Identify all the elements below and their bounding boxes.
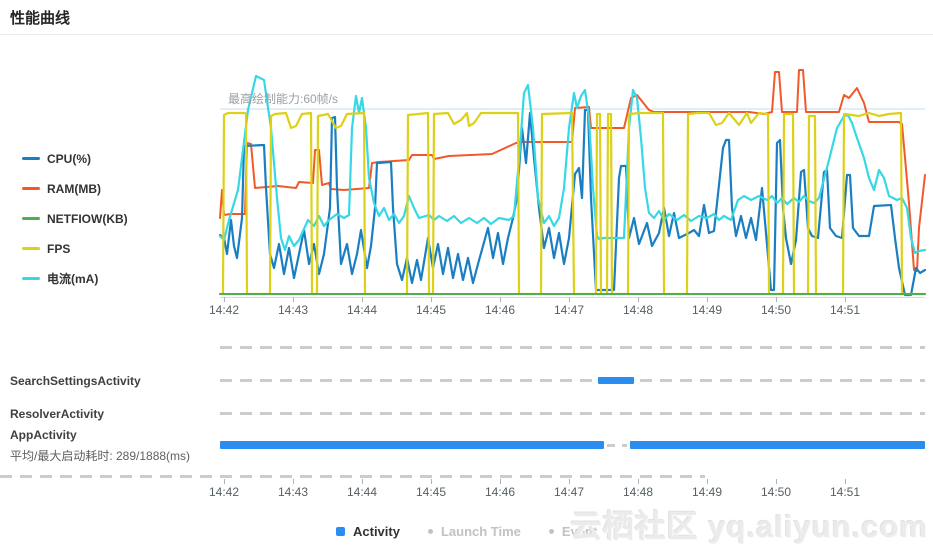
tick-mark bbox=[638, 479, 639, 484]
tick-mark bbox=[293, 479, 294, 484]
chart-baseline bbox=[220, 297, 925, 298]
tick-mark bbox=[776, 479, 777, 484]
tick-mark bbox=[224, 479, 225, 484]
tick-label: 14:49 bbox=[691, 485, 723, 499]
timeline-row-label-AppActivity: AppActivity bbox=[10, 428, 77, 442]
tick-mark bbox=[362, 297, 363, 302]
app-activity-bar[interactable] bbox=[630, 441, 925, 449]
timeline-dash-row-2 bbox=[220, 412, 925, 415]
performance-line-chart[interactable] bbox=[218, 68, 927, 297]
tick-label: 14:43 bbox=[277, 303, 309, 317]
bottom-legend-label: Activity bbox=[353, 524, 400, 539]
timeline-row-label-SearchSettingsActivity: SearchSettingsActivity bbox=[10, 374, 141, 388]
tick-mark bbox=[293, 297, 294, 302]
tick-label: 14:46 bbox=[484, 485, 516, 499]
tick-mark bbox=[845, 297, 846, 302]
tick-label: 14:46 bbox=[484, 303, 516, 317]
series-RAM(MB) bbox=[219, 69, 926, 272]
chart-legend-item-4[interactable]: 电流(mA) bbox=[22, 272, 128, 286]
series-CPU(%) bbox=[218, 108, 927, 297]
tick-mark bbox=[500, 479, 501, 484]
series-FPS bbox=[218, 111, 927, 296]
timeline-row-label-ResolverActivity: ResolverActivity bbox=[10, 407, 105, 421]
tick-label: 14:48 bbox=[622, 485, 654, 499]
tick-mark bbox=[707, 479, 708, 484]
legend-line-marker bbox=[22, 187, 40, 190]
tick-mark bbox=[362, 479, 363, 484]
tick-mark bbox=[431, 479, 432, 484]
page-title: 性能曲线 bbox=[10, 10, 71, 27]
watermark: 云栖社区 yq.aliyun.com bbox=[570, 509, 928, 544]
chart-plot-area[interactable]: 最高绘制能力:60帧/s bbox=[218, 68, 927, 298]
tick-label: 14:51 bbox=[829, 303, 861, 317]
timeline-x-axis: 14:42 14:43 14:44 14:45 14:46 14:47 14:48 14:49… bbox=[209, 479, 925, 503]
legend-line-marker bbox=[22, 217, 40, 220]
chart-legend-item-1[interactable]: RAM(MB) bbox=[22, 181, 128, 196]
legend-label: RAM(MB) bbox=[47, 181, 101, 196]
legend-label: CPU(%) bbox=[47, 151, 91, 166]
tick-label: 14:43 bbox=[277, 485, 309, 499]
header-divider bbox=[0, 34, 933, 35]
bottom-legend-label: Launch Time bbox=[440, 524, 521, 539]
tick-mark bbox=[776, 297, 777, 302]
tick-mark bbox=[431, 297, 432, 302]
chart-x-axis: 14:42 14:43 14:44 14:45 14:46 14:47 14:48 14:49… bbox=[209, 297, 925, 321]
bottom-legend-item-launch-time[interactable]: Launch Time bbox=[427, 524, 521, 539]
timeline-legend: Activity Launch Time Event bbox=[336, 524, 597, 539]
legend-label: FPS bbox=[47, 241, 71, 256]
app-activity-gap-dash bbox=[607, 444, 627, 447]
legend-line-marker bbox=[22, 247, 40, 250]
tick-label: 14:45 bbox=[415, 485, 447, 499]
tick-label: 14:47 bbox=[553, 303, 585, 317]
tick-label: 14:42 bbox=[208, 303, 240, 317]
legend-dot-marker bbox=[427, 529, 433, 534]
app-activity-bar[interactable] bbox=[220, 441, 604, 449]
launch-time-stats: 平均/最大启动耗时: 289/1888(ms) bbox=[10, 449, 191, 463]
tick-label: 14:49 bbox=[691, 303, 723, 317]
activity-timeline bbox=[220, 340, 925, 460]
timeline-dash-row-1 bbox=[220, 379, 925, 382]
timeline-axis-dash bbox=[0, 475, 705, 478]
tick-label: 14:45 bbox=[415, 303, 447, 317]
tick-mark bbox=[569, 479, 570, 484]
activity-segment[interactable] bbox=[598, 377, 634, 384]
chart-legend: CPU(%) RAM(MB) NETFIOW(KB) FPS 电流(mA) bbox=[22, 152, 128, 302]
tick-label: 14:42 bbox=[208, 485, 240, 499]
legend-label: NETFIOW(KB) bbox=[47, 211, 128, 226]
legend-dot-marker bbox=[548, 529, 554, 534]
legend-label: 电流(mA) bbox=[47, 272, 99, 286]
legend-square-marker bbox=[336, 527, 345, 536]
tick-label: 14:51 bbox=[829, 485, 861, 499]
tick-label: 14:44 bbox=[346, 303, 378, 317]
tick-mark bbox=[569, 297, 570, 302]
tick-label: 14:47 bbox=[553, 485, 585, 499]
tick-mark bbox=[845, 479, 846, 484]
bottom-legend-item-activity[interactable]: Activity bbox=[336, 524, 400, 539]
chart-legend-item-2[interactable]: NETFIOW(KB) bbox=[22, 211, 128, 226]
tick-mark bbox=[224, 297, 225, 302]
legend-line-marker bbox=[22, 157, 40, 160]
chart-legend-item-0[interactable]: CPU(%) bbox=[22, 151, 128, 166]
bottom-legend-label: Event bbox=[561, 524, 598, 539]
tick-mark bbox=[638, 297, 639, 302]
max-fps-annotation: 最高绘制能力:60帧/s bbox=[228, 92, 339, 106]
chart-legend-item-3[interactable]: FPS bbox=[22, 241, 128, 256]
tick-label: 14:50 bbox=[760, 485, 792, 499]
tick-label: 14:50 bbox=[760, 303, 792, 317]
timeline-dash-row-0 bbox=[220, 346, 925, 349]
bottom-legend-item-event[interactable]: Event bbox=[548, 524, 598, 539]
tick-mark bbox=[707, 297, 708, 302]
series-电流(mA) bbox=[218, 74, 927, 255]
legend-line-marker bbox=[22, 277, 40, 280]
tick-label: 14:44 bbox=[346, 485, 378, 499]
tick-mark bbox=[500, 297, 501, 302]
tick-label: 14:48 bbox=[622, 303, 654, 317]
